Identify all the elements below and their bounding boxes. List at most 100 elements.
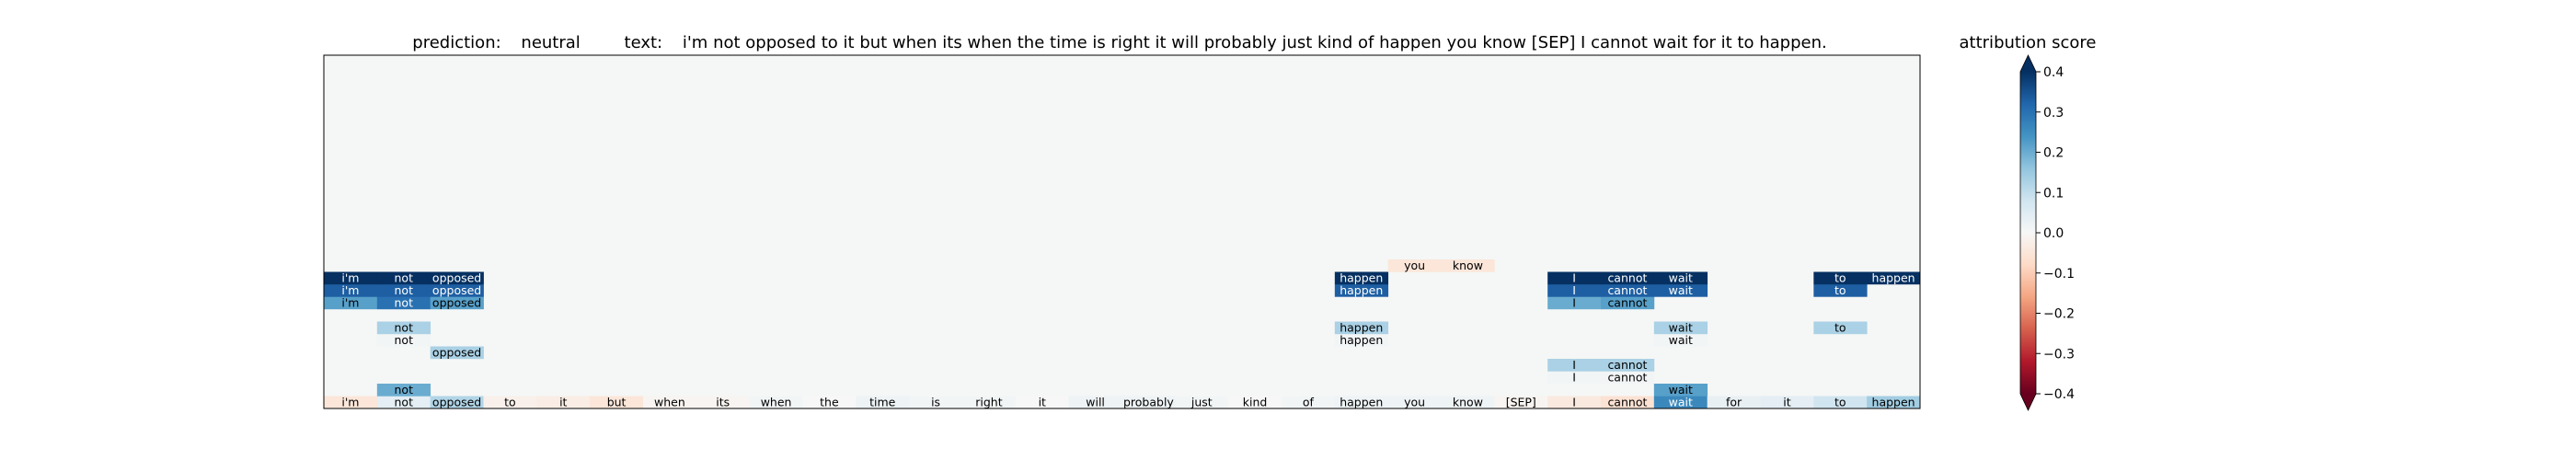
chart-title: prediction: neutral text: i'm not oppose…	[412, 33, 1826, 52]
cell-token-label: wait	[1669, 396, 1693, 409]
heatmap-cell	[1601, 296, 1655, 310]
heatmap-cell	[1601, 359, 1655, 372]
heatmap-cells: i'm not opposed to it but when its when the time is…	[324, 259, 1921, 409]
cell-token-label: happen	[1340, 396, 1383, 409]
colorbar-title: attribution score	[1960, 33, 2097, 52]
cell-token-label: not	[395, 383, 414, 397]
heatmap-cell	[324, 284, 378, 297]
heatmap-cell	[1015, 396, 1070, 409]
heatmap-cell	[430, 271, 484, 285]
cell-token-label: i'm	[341, 396, 359, 409]
heatmap-cell	[1334, 396, 1389, 409]
cell-token-label: it	[559, 396, 567, 409]
cell-token-label: cannot	[1607, 396, 1647, 409]
cell-token-label: not	[395, 283, 414, 297]
cell-token-label: to	[504, 396, 516, 409]
heatmap-cell	[376, 396, 431, 409]
heatmap-cell	[1228, 396, 1282, 409]
heatmap-cell	[1121, 396, 1176, 409]
cell-token-label: wait	[1669, 383, 1693, 397]
heatmap-cell	[1334, 321, 1389, 335]
cell-token-label: opposed	[432, 271, 481, 285]
cell-token-label: cannot	[1607, 271, 1647, 285]
cell-token-label: to	[1834, 283, 1846, 297]
cell-token-label: is	[931, 396, 940, 409]
colorbar-extend-max	[2020, 55, 2036, 72]
cell-token-label: wait	[1669, 321, 1693, 335]
cell-token-label: its	[716, 396, 730, 409]
heatmap-cell	[483, 396, 537, 409]
cell-token-label: just	[1190, 396, 1213, 409]
heatmap-cell	[856, 396, 910, 409]
heatmap-cell	[1547, 359, 1602, 372]
heatmap-cell	[430, 396, 484, 409]
heatmap-cell	[1813, 396, 1868, 409]
cell-token-label: to	[1834, 396, 1846, 409]
cell-token-label: when	[654, 396, 685, 409]
cell-token-label: wait	[1669, 283, 1693, 297]
heatmap-cell	[1547, 284, 1602, 297]
cell-token-label: cannot	[1607, 358, 1647, 372]
heatmap-cell	[324, 271, 378, 285]
cell-token-label: not	[395, 396, 414, 409]
cell-token-label: wait	[1669, 333, 1693, 347]
heatmap-cell	[1547, 371, 1602, 385]
heatmap-cell	[1547, 271, 1602, 285]
colorbar-tick-label: −0.1	[2043, 267, 2075, 282]
heatmap-cell	[1441, 396, 1495, 409]
colorbar-body	[2019, 54, 2037, 411]
heatmap-cell	[324, 296, 378, 310]
cell-token-label: probably	[1123, 396, 1174, 409]
heatmap-cell	[1068, 396, 1122, 409]
colorbar-tick-label: 0.3	[2043, 106, 2064, 121]
cell-token-label: I	[1572, 371, 1576, 385]
cell-token-label: i'm	[341, 271, 359, 285]
cell-token-label: cannot	[1607, 371, 1647, 385]
heatmap-cell	[1387, 259, 1442, 272]
heatmap-cell	[1441, 259, 1495, 272]
cell-token-label: I	[1572, 396, 1576, 409]
heatmap-cell	[1547, 296, 1602, 310]
cell-token-label: opposed	[432, 296, 481, 310]
cell-token-label: I	[1572, 271, 1576, 285]
colorbar-tick-label: 0.0	[2043, 226, 2064, 241]
heatmap-cell	[430, 284, 484, 297]
cell-token-label: happen	[1340, 283, 1383, 297]
heatmap-cell	[802, 396, 857, 409]
cell-token-label: time	[869, 396, 896, 409]
cell-token-label: happen	[1872, 271, 1915, 285]
cell-token-label: i'm	[341, 296, 359, 310]
cell-token-label: not	[395, 271, 414, 285]
plot-frame	[323, 54, 1921, 409]
plot-background	[324, 55, 1920, 408]
colorbar-tick-label: 0.2	[2043, 146, 2064, 161]
cell-token-label: not	[395, 333, 414, 347]
cell-token-label: [SEP]	[1506, 396, 1536, 409]
cell-token-label: cannot	[1607, 296, 1647, 310]
colorbar-tick-label: 0.4	[2043, 65, 2064, 80]
heatmap-cell	[1813, 321, 1868, 335]
cell-token-label: opposed	[432, 346, 481, 360]
heatmap-cell	[1175, 396, 1229, 409]
cell-token-label: opposed	[432, 396, 481, 409]
heatmap-cell	[1601, 284, 1655, 297]
cell-token-label: i'm	[341, 283, 359, 297]
title-text-value: i'm not opposed to it but when its when …	[683, 33, 1827, 52]
heatmap-cell	[643, 396, 697, 409]
heatmap-cell	[1334, 271, 1389, 285]
heatmap-cell	[1653, 284, 1708, 297]
title-prediction-value: neutral	[521, 33, 580, 52]
heatmap-cell	[1867, 271, 1921, 285]
cell-token-label: to	[1834, 271, 1846, 285]
cell-token-label: of	[1303, 396, 1315, 409]
cell-token-label: kind	[1243, 396, 1268, 409]
heatmap-cell	[1653, 321, 1708, 335]
heatmap-cell	[909, 396, 963, 409]
heatmap-cell	[376, 321, 431, 335]
cell-token-label: happen	[1340, 271, 1383, 285]
cell-token-label: you	[1404, 259, 1425, 272]
heatmap-cell	[324, 396, 378, 409]
heatmap-cell	[1601, 396, 1655, 409]
heatmap-cell	[1813, 284, 1868, 297]
cell-token-label: cannot	[1607, 283, 1647, 297]
